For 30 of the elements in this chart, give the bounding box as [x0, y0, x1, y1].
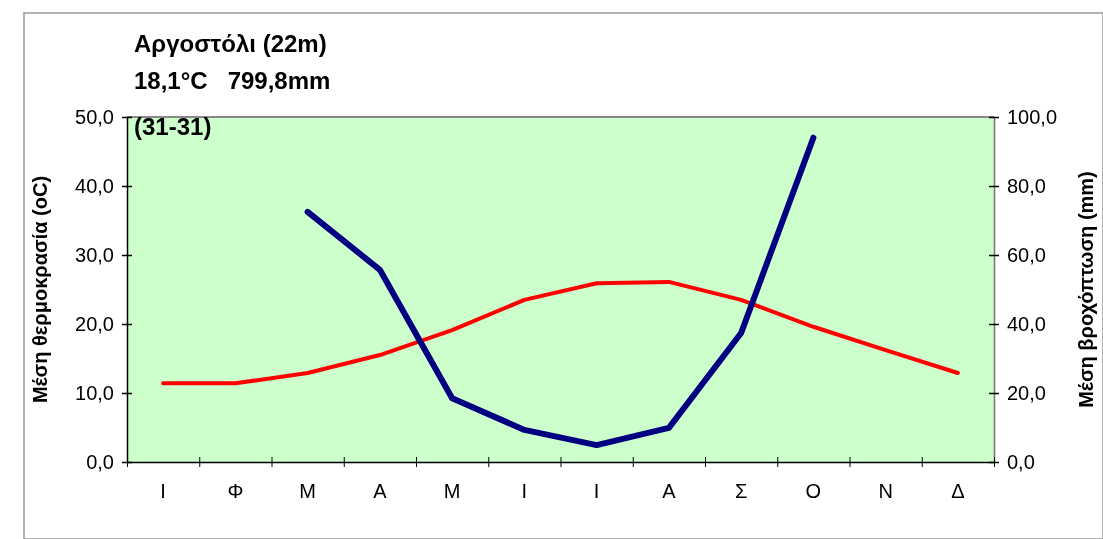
- x-tick-label: Α: [662, 480, 677, 503]
- x-tick-label: Α: [373, 480, 388, 503]
- y2-tick-label: 0,0: [1007, 450, 1035, 473]
- x-tick-label: Ι: [593, 480, 600, 503]
- y2-tick-label: 40,0: [1007, 312, 1046, 335]
- y2-tick-label: 60,0: [1007, 243, 1046, 266]
- y2-tick-label: 80,0: [1007, 174, 1046, 197]
- x-tick-label: Ι: [521, 480, 528, 503]
- y-tick-label: 40,0: [75, 174, 114, 197]
- x-tick-label: Φ: [227, 480, 244, 503]
- x-tick-label: Μ: [443, 480, 461, 503]
- x-tick-label: Σ: [734, 480, 748, 503]
- chart-subtitle: 18,1°C 799,8mm: [134, 67, 331, 94]
- y-tick-label: 30,0: [75, 243, 114, 266]
- y2-tick-label: 100,0: [1007, 105, 1058, 128]
- x-tick-label: Δ: [951, 480, 965, 503]
- annotation: (31-31): [134, 113, 212, 140]
- y-tick-label: 10,0: [75, 381, 114, 404]
- chart-title: Αργοστόλι (22m): [134, 30, 327, 57]
- x-tick-label: Ο: [805, 480, 822, 503]
- line-series: [161, 279, 960, 386]
- x-tick-label: Μ: [299, 480, 316, 503]
- y-tick-label: 20,0: [75, 312, 114, 335]
- y2-axis-title: Μέση βροχόπτωση (mm): [1075, 171, 1097, 408]
- y2-tick-label: 20,0: [1007, 381, 1046, 404]
- y-tick-label: 50,0: [75, 105, 114, 128]
- y-axis-title: Μέση θερμοκρασία (oC): [29, 175, 51, 404]
- x-tick-label: Ι: [160, 480, 166, 503]
- y-tick-label: 0,0: [86, 450, 114, 473]
- x-tick-label: Ν: [878, 480, 893, 503]
